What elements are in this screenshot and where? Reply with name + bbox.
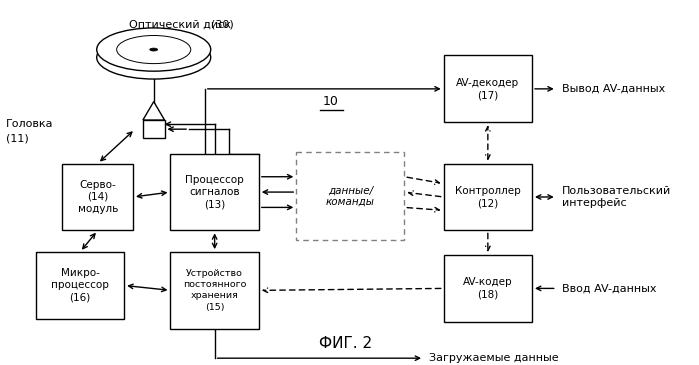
Text: Загружаемые данные: Загружаемые данные xyxy=(429,353,559,363)
Text: AV-кодер
(18): AV-кодер (18) xyxy=(463,277,512,300)
Polygon shape xyxy=(143,101,164,120)
Text: AV-декодер
(17): AV-декодер (17) xyxy=(456,78,519,100)
Text: Ввод AV-данных: Ввод AV-данных xyxy=(561,283,656,293)
Text: данные/
команды: данные/ команды xyxy=(326,185,375,207)
Text: 10: 10 xyxy=(323,95,338,108)
Bar xyxy=(444,255,532,322)
Bar xyxy=(171,154,259,230)
Text: Серво-
(14)
модуль: Серво- (14) модуль xyxy=(78,180,118,214)
Bar xyxy=(171,252,259,329)
Text: Головка: Головка xyxy=(6,119,54,129)
Text: Устройство
постоянного
хранения
(15): Устройство постоянного хранения (15) xyxy=(183,269,246,311)
Bar xyxy=(296,152,404,240)
Bar xyxy=(444,55,532,122)
Ellipse shape xyxy=(117,35,191,64)
Text: (30): (30) xyxy=(210,20,233,30)
Ellipse shape xyxy=(96,36,210,79)
Bar xyxy=(36,252,124,319)
Text: Контроллер
(12): Контроллер (12) xyxy=(455,186,521,208)
Bar xyxy=(143,120,164,138)
Text: Микро-
процессор
(16): Микро- процессор (16) xyxy=(51,268,109,303)
Ellipse shape xyxy=(96,28,210,71)
Ellipse shape xyxy=(150,48,158,51)
Bar xyxy=(444,164,532,230)
Text: ФИГ. 2: ФИГ. 2 xyxy=(319,336,372,351)
Bar xyxy=(62,164,133,230)
Text: (11): (11) xyxy=(6,134,29,144)
Text: Оптический диск: Оптический диск xyxy=(129,20,231,30)
Text: Вывод AV-данных: Вывод AV-данных xyxy=(561,84,665,94)
Text: Процессор
сигналов
(13): Процессор сигналов (13) xyxy=(185,175,244,210)
Text: Пользовательский
интерфейс: Пользовательский интерфейс xyxy=(561,186,671,208)
